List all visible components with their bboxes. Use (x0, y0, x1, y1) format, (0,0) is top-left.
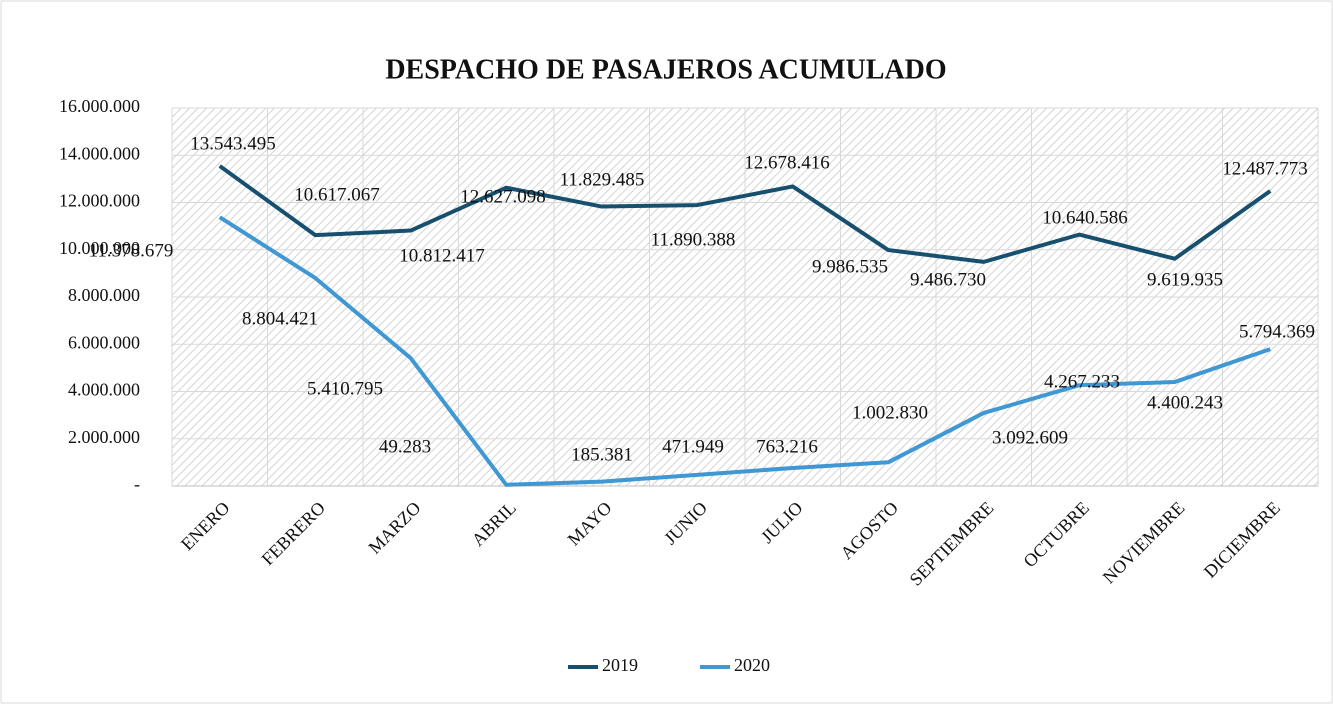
series-line (218, 215, 1271, 487)
data-label: 10.812.417 (399, 245, 485, 266)
y-tick-label: 6.000.000 (68, 332, 140, 352)
series-line (218, 164, 1272, 264)
data-label: 471.949 (662, 436, 724, 457)
y-tick-label: 4.000.000 (68, 380, 140, 400)
data-label: 185.381 (571, 444, 633, 465)
data-label: 1.002.830 (852, 402, 928, 423)
data-label: 9.486.730 (910, 269, 986, 290)
chart-title: DESPACHO DE PASAJEROS ACUMULADO (385, 54, 946, 85)
data-label: 8.804.421 (242, 308, 318, 329)
data-label: 11.829.485 (560, 169, 645, 190)
data-label: 10.640.586 (1042, 207, 1128, 228)
data-label: 4.400.243 (1147, 392, 1223, 413)
data-label: 13.543.495 (190, 133, 276, 154)
data-label: 10.617.067 (294, 184, 380, 205)
data-label: 49.283 (379, 436, 431, 457)
data-label: 9.619.935 (1147, 269, 1223, 290)
data-label: 12.678.416 (744, 152, 830, 173)
y-tick-label: 2.000.000 (68, 427, 140, 447)
data-label: 12.487.773 (1222, 158, 1308, 179)
y-tick-label: 12.000.000 (59, 191, 140, 211)
legend-label: 2019 (602, 655, 638, 675)
data-label: 11.890.388 (651, 229, 736, 250)
y-tick-label: 10.000.000 (59, 238, 140, 258)
data-label: 12.627.098 (460, 186, 546, 207)
legend-label: 2020 (734, 655, 770, 675)
data-label: 3.092.609 (992, 427, 1068, 448)
data-label: 11.378.679 (89, 240, 174, 261)
data-label: 5.794.369 (1239, 321, 1315, 342)
y-tick-label: 8.000.000 (68, 285, 140, 305)
data-label: 4.267.233 (1044, 371, 1120, 392)
data-label: 9.986.535 (812, 256, 888, 277)
data-label: 763.216 (756, 436, 818, 457)
y-tick-label: 14.000.000 (59, 143, 140, 163)
y-tick-label: 16.000.000 (59, 96, 140, 116)
y-tick-label: - (134, 474, 140, 494)
data-label: 5.410.795 (307, 378, 383, 399)
